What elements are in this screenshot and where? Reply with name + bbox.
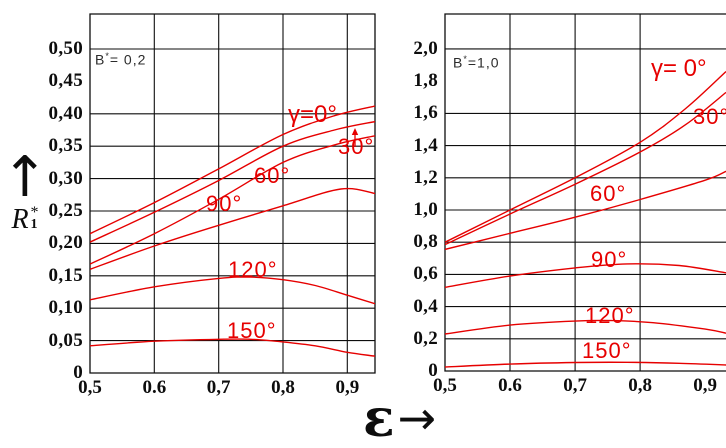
curve-gamma-60-right bbox=[445, 170, 726, 251]
curve-gamma-120-right bbox=[445, 319, 726, 335]
curve-gamma-60-left bbox=[90, 135, 375, 265]
y-axis-title: ↑ R * 1 bbox=[1, 145, 49, 235]
leader-arrowhead-icon bbox=[351, 128, 359, 135]
y-axis-symbol: R * 1 bbox=[11, 203, 39, 235]
annotation-b-star-right: B*=1,0 bbox=[453, 54, 500, 71]
annotation-superscript: * bbox=[105, 51, 110, 61]
curve-gamma-90-right bbox=[445, 263, 726, 288]
y-axis-letter: R bbox=[11, 203, 29, 235]
x-axis-symbol: ε bbox=[363, 388, 395, 448]
curve-gamma-120-left bbox=[90, 276, 375, 305]
curve-gamma-30-left bbox=[90, 120, 375, 243]
curve-gamma-0-left bbox=[90, 105, 375, 235]
annotation-value: =1,0 bbox=[467, 54, 500, 71]
plot-frame-right bbox=[444, 13, 726, 372]
up-arrow-icon: ↑ bbox=[1, 145, 49, 210]
x-axis-title: ε → bbox=[363, 388, 437, 448]
y-axis-superscript: * bbox=[30, 204, 39, 222]
chart-right bbox=[444, 13, 726, 372]
annotation-superscript: * bbox=[463, 54, 468, 64]
curve-gamma-30-right bbox=[445, 91, 726, 246]
curve-gamma-150-left bbox=[90, 338, 375, 357]
y-axis-subscript: 1 bbox=[30, 217, 38, 233]
annotation-value: = 0,2 bbox=[109, 51, 147, 68]
chart-left bbox=[89, 13, 376, 374]
right-arrow-icon: → bbox=[397, 391, 437, 446]
annotation-b-star-left: B*= 0,2 bbox=[95, 51, 147, 68]
curve-gamma-90-left bbox=[90, 187, 375, 270]
annotation-letter: B bbox=[95, 51, 106, 68]
curve-gamma-0-right bbox=[445, 70, 726, 243]
plot-frame-left bbox=[89, 13, 376, 374]
curve-gamma-150-right bbox=[445, 361, 726, 368]
annotation-letter: B bbox=[453, 54, 464, 71]
